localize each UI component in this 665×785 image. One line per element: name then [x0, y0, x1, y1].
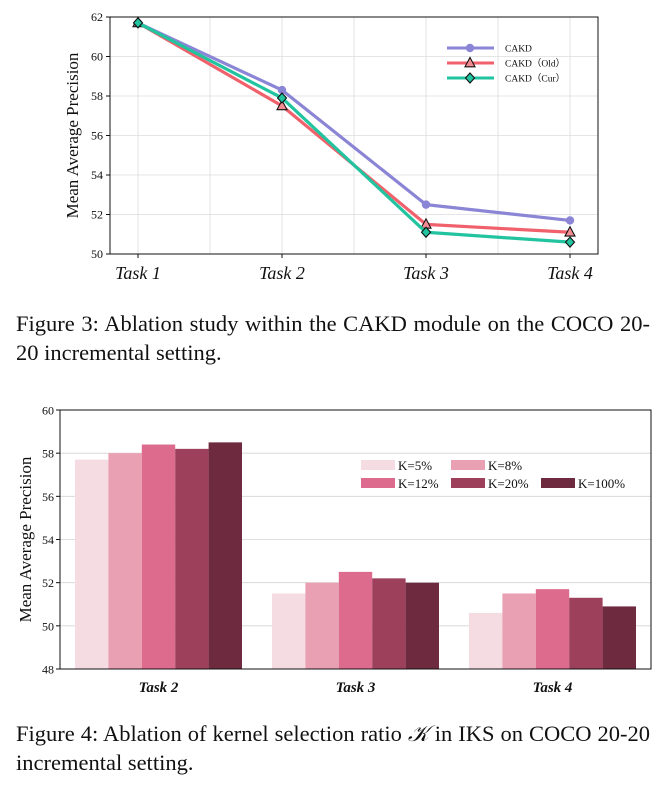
line-chart: 50 52 54 56 58 60 62 Task 1 Task 2 Task 3 Task 4 Me…	[63, 10, 599, 283]
y-axis-label: Mean Average Precision	[63, 52, 82, 218]
legend: K=5% K=8% K=12% K=20% K=100%	[361, 458, 625, 491]
x-tick-label: Task 1	[115, 263, 161, 283]
series-line	[137, 21, 571, 244]
bar-k-20	[569, 597, 603, 669]
legend-swatch	[541, 478, 575, 488]
bar-k-8	[305, 582, 339, 669]
caption-text-end: in IKS on COCO 20-20 incremental setting…	[16, 721, 650, 775]
x-tick-label: Task 2	[259, 263, 305, 283]
figure-3-caption: Figure 3: Ablation study within the CAKD…	[16, 311, 650, 365]
legend-swatch	[361, 460, 395, 470]
y-tick-label: 62	[91, 10, 103, 24]
data-point	[276, 92, 288, 104]
legend-label: K=12%	[398, 476, 439, 491]
bar-k-12	[338, 571, 373, 669]
kernel-ratio-symbol: 𝒦	[407, 721, 429, 746]
y-tick-label: 54	[42, 533, 54, 547]
data-point	[132, 17, 144, 29]
y-tick-label: 54	[91, 168, 103, 182]
data-point	[420, 226, 432, 239]
y-tick-label: 50	[42, 619, 54, 633]
legend-marker	[465, 43, 475, 53]
data-point	[276, 99, 288, 111]
legend-marker	[464, 72, 476, 84]
x-tick-label: Task 4	[533, 680, 573, 696]
series-line	[137, 21, 571, 223]
data-point	[421, 200, 431, 209]
bar-k-100	[208, 442, 242, 669]
x-tick-label: Task 2	[139, 680, 179, 696]
data-point	[565, 216, 575, 225]
y-tick-label: 50	[91, 247, 103, 261]
bar-k-12	[535, 589, 570, 669]
bar-k-100	[405, 582, 439, 669]
bar-k-20	[175, 448, 209, 669]
y-tick-label: 60	[91, 50, 103, 64]
bar-chart: Task 2 Task 3 Task 4 48 50 52 54 56 58 60 Mean Ave…	[16, 404, 652, 696]
bar-k-8	[502, 593, 536, 669]
legend-label: K=20%	[488, 476, 529, 491]
x-tick-label: Task 3	[403, 263, 449, 283]
bar-k-5	[469, 612, 503, 669]
legend-label: CAKD	[505, 45, 532, 55]
y-axis-label: Mean Average Precision	[16, 456, 35, 622]
y-tick-label: 56	[42, 490, 54, 504]
y-tick-label: 48	[42, 663, 54, 677]
bar-k-8	[108, 453, 142, 669]
y-tick-label: 60	[42, 404, 54, 418]
legend-label: K=100%	[578, 476, 625, 491]
data-point	[564, 225, 576, 237]
data-point	[564, 236, 576, 248]
x-tick-label: Task 4	[547, 263, 593, 283]
legend-swatch	[361, 478, 395, 488]
series-cakd-cur	[132, 17, 576, 248]
y-tick-label: 52	[42, 576, 54, 590]
bar-k-5	[272, 593, 306, 669]
bar-k-100	[602, 606, 636, 669]
legend-label: K=5%	[398, 458, 432, 473]
caption-text-start: Figure 4: Ablation of kernel selection r…	[16, 721, 408, 746]
legend-swatch	[451, 460, 485, 470]
legend-marker	[464, 56, 476, 68]
bar-k-12	[141, 444, 176, 669]
legend-swatch	[451, 478, 485, 488]
x-tick-label: Task 3	[336, 680, 376, 696]
y-tick-label: 58	[42, 447, 54, 461]
y-tick-label: 52	[91, 208, 103, 222]
figure-4-caption: Figure 4: Ablation of kernel selection r…	[16, 719, 650, 777]
bar-k-20	[372, 578, 406, 669]
legend-label: CAKD（Cur）	[505, 73, 565, 85]
legend-label: CAKD（Old）	[505, 58, 565, 70]
y-tick-label: 56	[91, 129, 103, 143]
legend-label: K=8%	[488, 458, 522, 473]
legend: CAKD CAKD（Old） CAKD（Cur）	[447, 43, 565, 85]
data-point	[277, 85, 287, 95]
y-tick-label: 58	[91, 89, 103, 103]
bar-k-5	[75, 459, 109, 669]
